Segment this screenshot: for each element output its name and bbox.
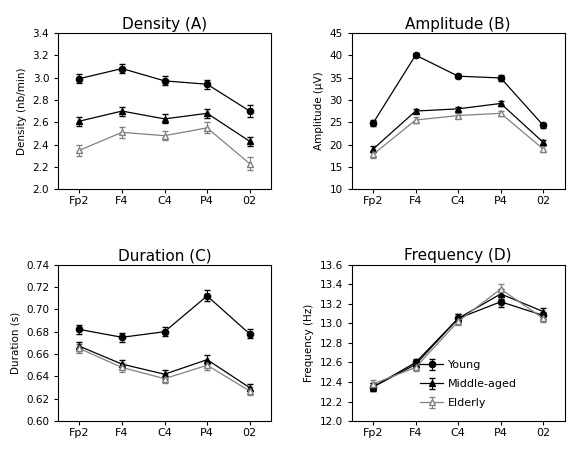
Y-axis label: Frequency (Hz): Frequency (Hz): [304, 304, 314, 382]
Title: Amplitude (B): Amplitude (B): [406, 16, 511, 32]
Legend: Young, Middle-aged, Elderly: Young, Middle-aged, Elderly: [416, 356, 521, 412]
Title: Density (A): Density (A): [122, 16, 207, 32]
Y-axis label: Duration (s): Duration (s): [10, 312, 20, 374]
Y-axis label: Density (nb/min): Density (nb/min): [17, 67, 27, 155]
Title: Frequency (D): Frequency (D): [404, 249, 512, 263]
Title: Duration (C): Duration (C): [118, 249, 211, 263]
Y-axis label: Amplitude (μV): Amplitude (μV): [314, 72, 324, 150]
